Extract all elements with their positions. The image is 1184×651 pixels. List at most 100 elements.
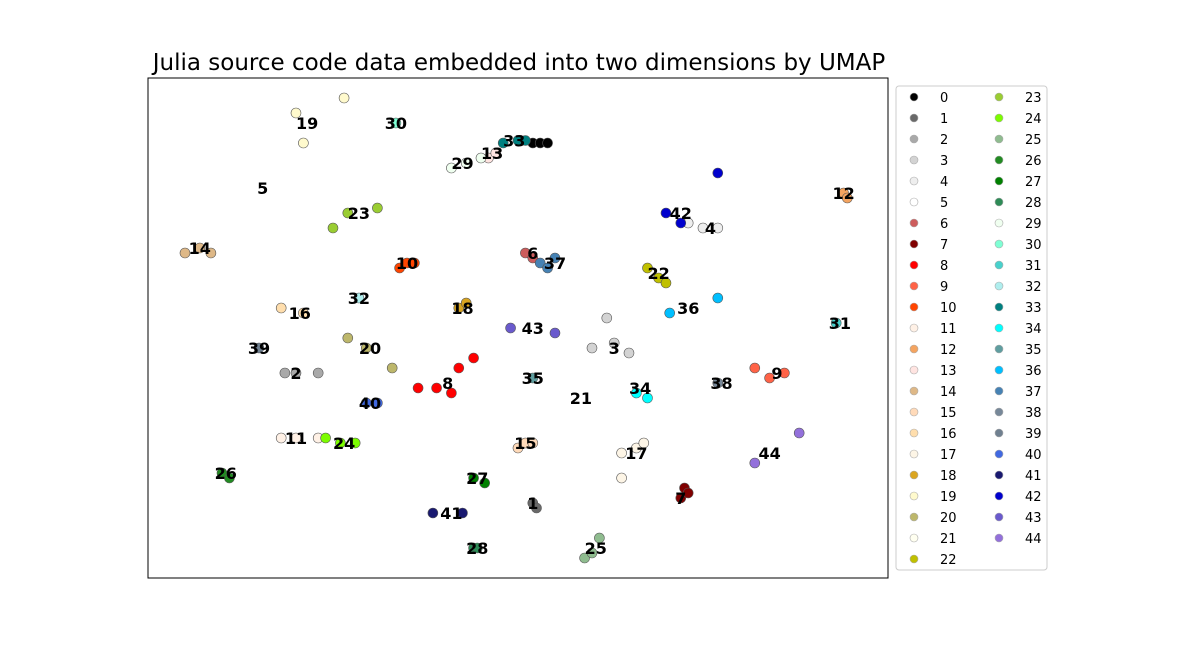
legend-entry-26: 26: [994, 154, 1042, 169]
point-cluster-10-2: [409, 257, 420, 269]
point-cluster-9-1: [764, 372, 775, 384]
cluster-label-30: 30: [385, 114, 407, 133]
point-cluster-7-0: [675, 492, 687, 504]
legend-label-13: 13: [940, 364, 957, 379]
legend-marker-6: [909, 218, 919, 228]
legend-entry-35: 35: [994, 343, 1042, 358]
point-cluster-29-2: [475, 152, 487, 164]
legend-entry-23: 23: [994, 91, 1042, 106]
legend-label-22: 22: [940, 553, 957, 568]
legend-entry-0: 0: [909, 91, 948, 106]
point-cluster-17-1: [631, 442, 642, 454]
legend-label-29: 29: [1025, 217, 1042, 232]
legend-label-24: 24: [1025, 112, 1042, 127]
point-cluster-20-2: [386, 362, 398, 374]
cluster-labels-layer: 1234567891011121314151617181920212223242…: [189, 114, 855, 558]
legend-entry-12: 12: [909, 343, 957, 358]
legend-label-4: 4: [940, 175, 948, 190]
legend-entry-31: 31: [994, 259, 1042, 274]
point-cluster-19-1: [338, 92, 350, 104]
point-cluster-20-1: [360, 342, 372, 354]
point-cluster-1-1: [531, 502, 542, 514]
point-cluster-8-3: [453, 362, 465, 374]
legend-label-21: 21: [940, 532, 957, 547]
legend-entry-19: 19: [909, 490, 957, 505]
point-cluster-11-0: [275, 432, 287, 444]
legend-entry-9: 9: [909, 280, 948, 295]
cluster-label-11: 11: [285, 429, 307, 448]
legend-entry-29: 29: [994, 217, 1042, 232]
point-cluster-43-1: [549, 327, 561, 339]
legend-label-32: 32: [1025, 280, 1042, 295]
point-cluster-34-0: [631, 387, 642, 399]
cluster-label-21: 21: [570, 389, 592, 408]
legend-marker-43: [994, 512, 1004, 522]
point-cluster-23-1: [372, 202, 383, 214]
legend-marker-37: [994, 386, 1004, 396]
point-cluster-42-2: [712, 167, 724, 179]
legend-label-44: 44: [1025, 532, 1042, 547]
legend-marker-3: [909, 155, 919, 165]
legend-marker-44: [994, 533, 1004, 543]
legend-label-14: 14: [940, 385, 957, 400]
point-cluster-18-1: [460, 297, 472, 309]
legend-entry-24: 24: [994, 112, 1042, 127]
legend-entry-5: 5: [909, 196, 948, 211]
point-cluster-10-0: [394, 262, 405, 274]
cluster-label-24: 24: [333, 434, 355, 453]
legend-label-38: 38: [1025, 406, 1042, 421]
cluster-label-25: 25: [585, 539, 607, 558]
legend-label-34: 34: [1025, 322, 1042, 337]
cluster-label-39: 39: [248, 339, 270, 358]
legend-marker-11: [909, 323, 919, 333]
legend-marker-27: [994, 176, 1004, 186]
point-cluster-6-0: [520, 247, 531, 259]
cluster-label-33: 33: [503, 132, 525, 151]
point-cluster-8-0: [412, 382, 424, 394]
point-cluster-9-0: [749, 362, 761, 374]
point-cluster-4-1: [697, 222, 709, 234]
legend-label-37: 37: [1025, 385, 1042, 400]
legend-label-30: 30: [1025, 238, 1042, 253]
point-cluster-15-0: [512, 442, 524, 454]
points-layer: [179, 92, 853, 564]
legend-entry-6: 6: [909, 217, 948, 232]
legend-label-26: 26: [1025, 154, 1042, 169]
point-cluster-9-2: [779, 367, 790, 379]
point-cluster-19-0: [290, 107, 302, 119]
legend-entry-22: 22: [909, 553, 957, 568]
cluster-label-28: 28: [466, 539, 488, 558]
legend-entry-17: 17: [909, 448, 957, 463]
cluster-label-4: 4: [705, 219, 716, 238]
point-cluster-25-2: [594, 532, 605, 544]
point-cluster-28-1: [471, 542, 483, 554]
point-cluster-34-1: [642, 392, 653, 404]
point-cluster-24-1: [335, 437, 346, 449]
legend-marker-9: [909, 281, 919, 291]
legend-entry-38: 38: [994, 406, 1042, 421]
legend-entry-20: 20: [909, 511, 957, 526]
legend-marker-26: [994, 155, 1004, 165]
legend-entry-33: 33: [994, 301, 1042, 316]
cluster-label-29: 29: [451, 154, 473, 173]
cluster-label-15: 15: [514, 434, 536, 453]
legend-label-0: 0: [940, 91, 948, 106]
point-cluster-19-2: [298, 137, 309, 149]
legend-marker-10: [909, 302, 919, 312]
legend-label-5: 5: [940, 196, 948, 211]
legend-entry-32: 32: [994, 280, 1042, 295]
plot-area: [147, 77, 889, 579]
legend-marker-5: [909, 197, 919, 207]
point-cluster-12-1: [841, 192, 853, 204]
legend-marker-41: [994, 470, 1004, 480]
cluster-label-8: 8: [442, 374, 453, 393]
point-cluster-41-0: [427, 507, 439, 519]
point-cluster-37-2: [549, 252, 561, 264]
legend-label-18: 18: [940, 469, 957, 484]
point-cluster-20-0: [342, 332, 354, 344]
legend-entry-40: 40: [994, 448, 1042, 463]
legend-marker-20: [909, 512, 919, 522]
point-cluster-37-0: [534, 257, 546, 269]
legend-label-11: 11: [940, 322, 957, 337]
legend-entry-21: 21: [909, 532, 957, 547]
